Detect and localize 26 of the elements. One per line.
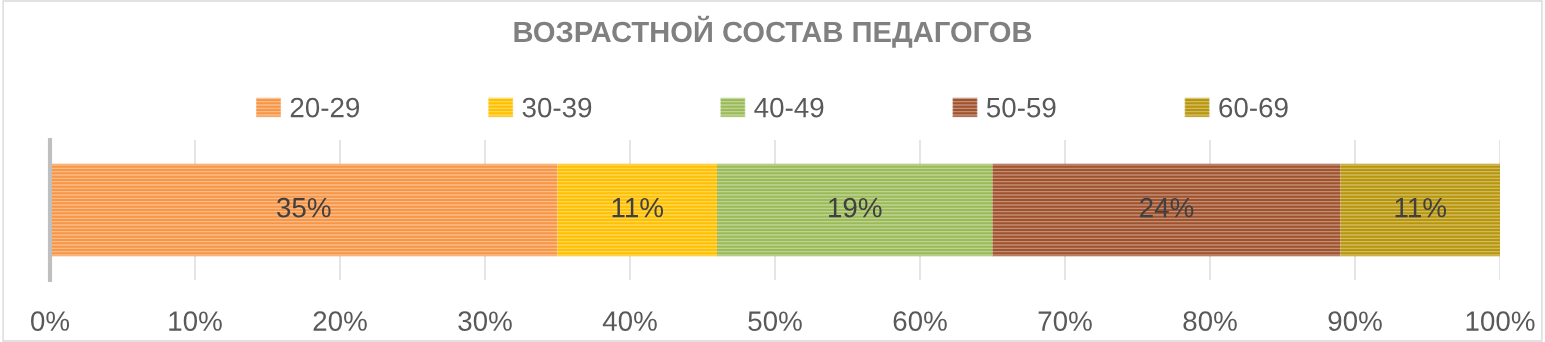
x-tick-label: 10% <box>169 311 222 331</box>
data-label: 24% <box>1140 197 1194 218</box>
bar <box>992 163 1341 257</box>
data-label: 19% <box>829 197 882 218</box>
data-label: 11% <box>612 197 664 218</box>
legend-label: 40-49 <box>754 97 824 118</box>
bar <box>717 163 993 257</box>
bar <box>1340 163 1500 257</box>
data-label: 35% <box>277 197 331 218</box>
legend-label: 50-59 <box>986 97 1056 118</box>
legend-label: 30-39 <box>522 97 592 118</box>
x-tick-label: 30% <box>458 311 512 331</box>
x-tick-label: 40% <box>602 311 657 331</box>
x-tick-label: 20% <box>313 311 367 331</box>
x-tick-label: 60% <box>893 311 947 331</box>
bar <box>557 163 717 257</box>
x-tick-label: 90% <box>1328 311 1382 331</box>
legend-label: 60-69 <box>1219 97 1288 118</box>
x-tick-label: 50% <box>748 311 802 331</box>
x-tick-label: 100% <box>1466 311 1535 331</box>
x-tick-label: 0% <box>31 311 70 331</box>
x-tick-label: 70% <box>1038 311 1092 331</box>
chart-title: ВОЗРАСТНОЙ СОСТАВ ПЕДАГОГОВ <box>514 15 1032 48</box>
x-tick-label: 80% <box>1183 311 1237 331</box>
legend-label: 20-29 <box>290 97 360 118</box>
data-label: 11% <box>1395 197 1447 218</box>
